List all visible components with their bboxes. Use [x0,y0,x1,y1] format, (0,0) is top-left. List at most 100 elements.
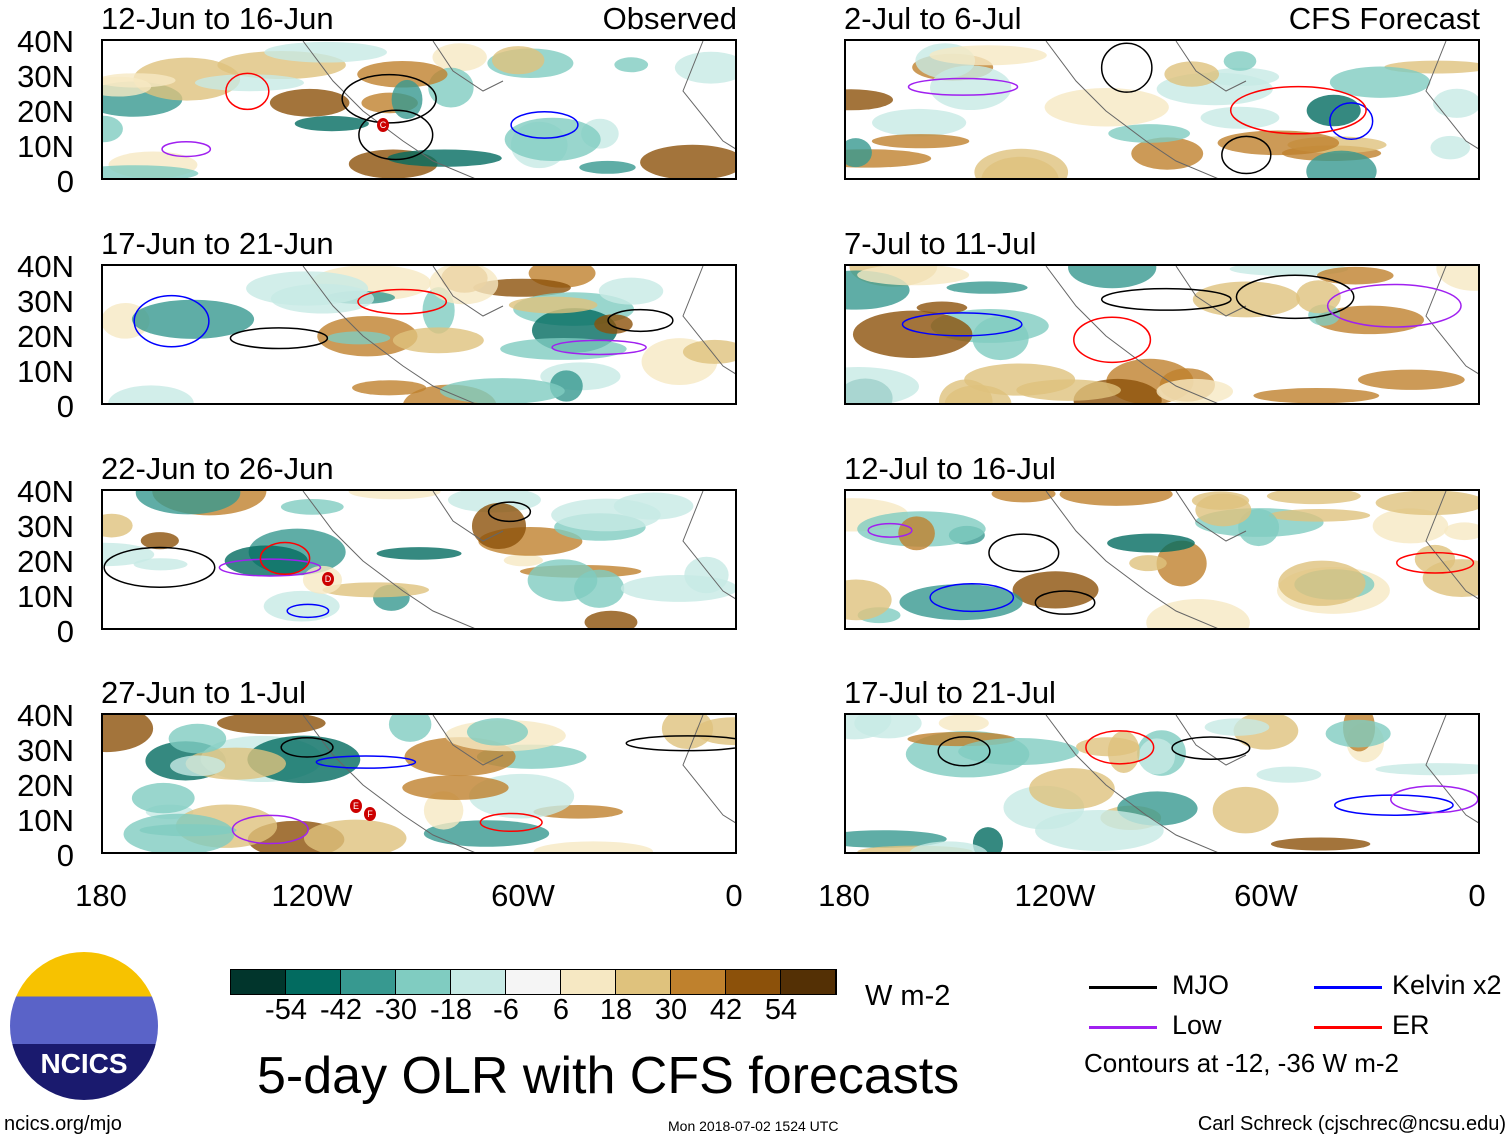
wave-contour [988,533,1060,573]
lat-label: 30N [17,59,74,94]
olr-anomaly-shading [103,73,176,88]
olr-anomaly-shading [872,108,967,137]
olr-anomaly-shading [1317,266,1394,285]
legend-line [1314,1026,1382,1029]
olr-anomaly-shading [140,532,179,550]
wave-contour [607,308,674,333]
coastline [302,715,735,852]
lat-label: 20N [17,544,74,579]
olr-anomaly-shading [1278,560,1366,606]
colorbar-swatch [341,970,396,994]
olr-anomaly-shading [1436,266,1478,291]
colorbar-swatch [726,970,781,994]
olr-anomaly-shading [551,498,661,532]
coastline [1045,266,1478,403]
coastline [1045,715,1478,852]
olr-anomaly-shading [504,117,601,162]
wave-contour [231,814,309,845]
olr-anomaly-shading [139,824,237,837]
olr-anomaly-shading [1256,766,1322,783]
panel-title: 12-Jun to 16-Jun [101,1,334,36]
olr-anomaly-shading [1212,786,1279,834]
ncics-logo: NCICS [10,952,158,1100]
colorbar-label: 54 [764,994,798,1026]
wave-contour [479,812,543,833]
olr-anomaly-shading [898,516,935,551]
map-panel [844,713,1480,854]
wave-contour [1221,135,1272,175]
map-panel [101,39,737,180]
olr-anomaly-shading [1138,738,1176,775]
olr-anomaly-shading [1012,571,1099,609]
olr-anomaly-shading [432,43,487,72]
olr-anomaly-shading [264,41,387,63]
wave-contour [280,737,334,758]
olr-anomaly-shading [391,79,423,120]
olr-anomaly-shading [322,582,430,598]
lat-label: 40N [17,24,74,59]
olr-anomaly-shading [640,144,735,178]
olr-anomaly-shading [1357,369,1465,390]
colorbar-swatch [396,970,451,994]
olr-anomaly-shading [1129,555,1167,572]
wave-contour [1034,590,1096,615]
colorbar-swatch [671,970,726,994]
panel-source-label: CFS Forecast [1288,1,1480,36]
wave-contour [1171,736,1251,760]
legend-label: ER [1392,1010,1430,1040]
olr-anomaly-shading [909,841,988,852]
colorbar-units: W m-2 [865,980,951,1012]
olr-anomaly-shading [854,715,922,739]
coastline [302,266,735,403]
colorbar-label: 18 [599,994,633,1026]
olr-anomaly-shading [958,738,1079,766]
wave-contour [103,546,216,588]
olr-anomaly-shading [1044,88,1169,127]
olr-anomaly-shading [1156,378,1234,403]
lat-label: 0 [56,389,74,424]
olr-anomaly-shading [946,281,1028,294]
wave-contour [218,558,322,577]
wave-contour [1100,42,1153,93]
storm-marker: F [364,807,376,821]
olr-anomaly-shading [1156,540,1207,587]
olr-anomaly-shading [852,310,973,358]
olr-anomaly-shading [503,554,544,567]
wave-contour [1085,730,1155,765]
olr-anomaly-shading [1430,135,1471,160]
coastline [302,491,735,628]
olr-anomaly-shading [170,755,226,777]
colorbar-label: -42 [320,994,362,1026]
olr-anomaly-shading [846,579,892,621]
lat-label: 10N [17,354,74,389]
lon-label: 180 [75,878,127,913]
olr-anomaly-shading [1375,763,1478,776]
wave-contour [315,755,417,769]
olr-anomaly-shading [508,296,598,314]
coastline [1045,41,1478,178]
map-panel [844,39,1480,180]
wave-contour [286,603,330,619]
wave-contour [907,77,1019,96]
olr-anomaly-shading [1200,106,1280,129]
olr-anomaly-shading [1253,388,1380,403]
olr-anomaly-shading [376,547,462,560]
olr-anomaly-shading [1270,837,1371,851]
lat-label: 10N [17,803,74,838]
lat-label: 40N [17,249,74,284]
olr-anomaly-shading [327,331,391,345]
wave-contour [358,109,434,161]
olr-anomaly-shading [168,723,227,754]
footer-timestamp: Mon 2018-07-02 1524 UTC [668,1118,839,1134]
olr-anomaly-shading [614,57,649,73]
wave-contour [229,327,329,350]
olr-anomaly-shading [466,718,529,746]
colorbar-label: 42 [709,994,743,1026]
olr-anomaly-shading [857,266,970,286]
olr-anomaly-shading [972,316,1029,361]
olr-anomaly-shading [1076,737,1140,757]
map-panel [101,713,737,854]
colorbar-swatch [616,970,671,994]
olr-anomaly-shading [991,491,1056,503]
colorbar-label: 6 [552,994,570,1026]
